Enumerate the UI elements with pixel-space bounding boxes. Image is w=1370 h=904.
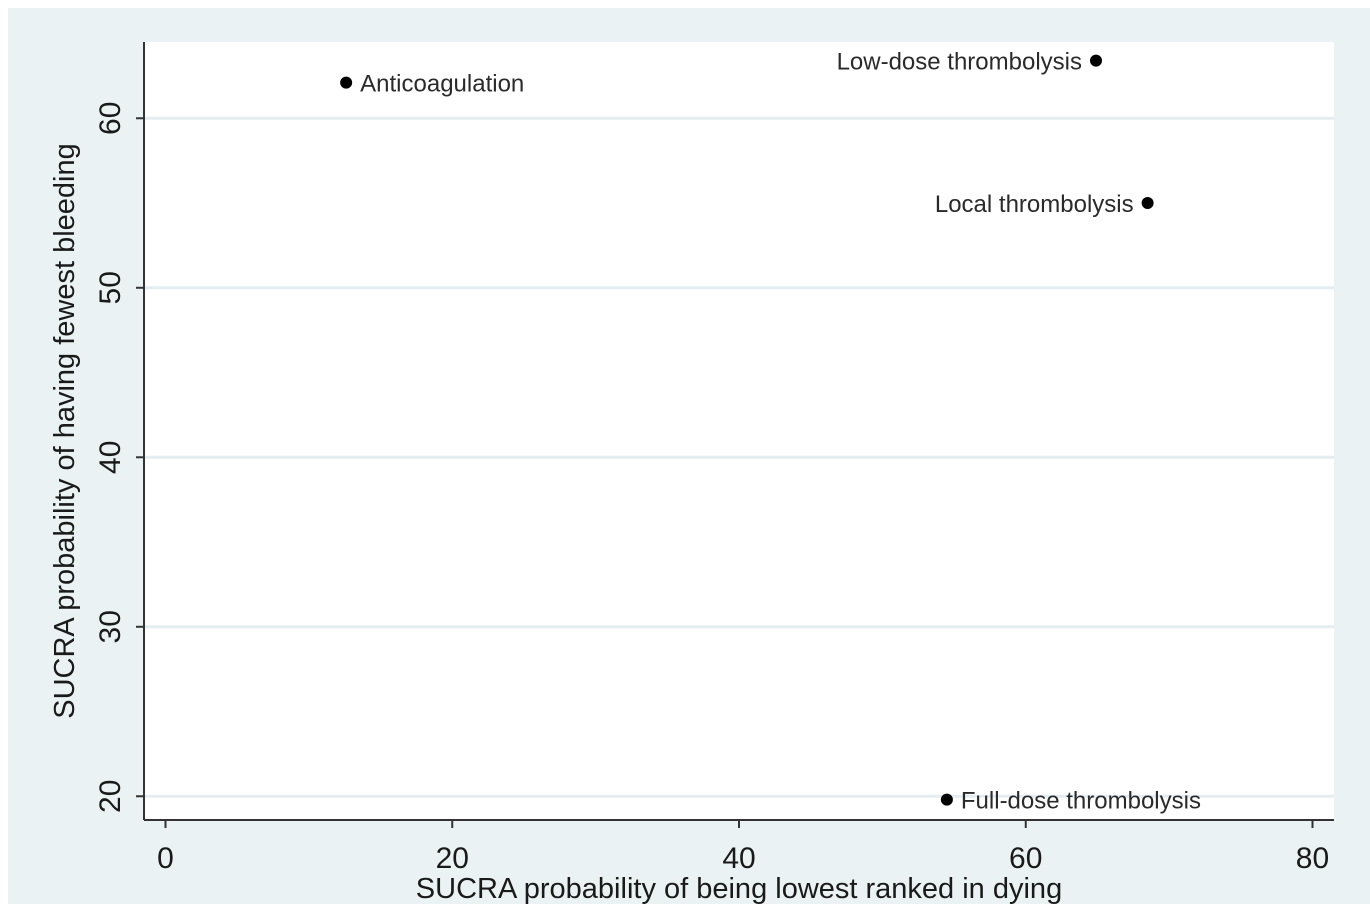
grid-lines	[144, 116, 1334, 798]
data-point-4	[940, 793, 953, 806]
x-tick-label-60: 60	[1009, 842, 1042, 875]
y-axis-title: SUCRA probability of having fewest bleed…	[49, 143, 81, 719]
data-point-label-2: Low-dose thrombolysis	[837, 49, 1082, 76]
x-axis-ticks: 0 20 40 60 80	[157, 820, 1329, 875]
y-tick-label-50: 50	[94, 271, 127, 304]
x-axis-title: SUCRA probability of being lowest ranked…	[416, 873, 1062, 904]
x-tick-label-40: 40	[722, 842, 755, 875]
x-tick-label-80: 80	[1296, 842, 1329, 875]
data-point-2	[1090, 54, 1102, 67]
x-tick-label-20: 20	[436, 842, 469, 875]
data-point-label-4: Full-dose thrombolysis	[961, 788, 1201, 815]
data-point-label-3: Local thrombolysis	[935, 191, 1134, 218]
y-tick-label-30: 30	[94, 610, 127, 643]
x-tick-label-0: 0	[157, 842, 174, 875]
data-point-1	[340, 76, 353, 89]
data-point-label-1: Anticoagulation	[360, 71, 524, 98]
y-axis-ticks: 20 30 40 50 60	[94, 102, 144, 813]
y-tick-label-40: 40	[94, 441, 127, 474]
plot-area	[144, 42, 1334, 820]
y-tick-label-20: 20	[94, 780, 127, 813]
y-tick-label-60: 60	[94, 102, 127, 135]
data-point-3	[1141, 197, 1154, 210]
data-points: Anticoagulation Low-dose thrombolysis Loca…	[340, 49, 1201, 815]
